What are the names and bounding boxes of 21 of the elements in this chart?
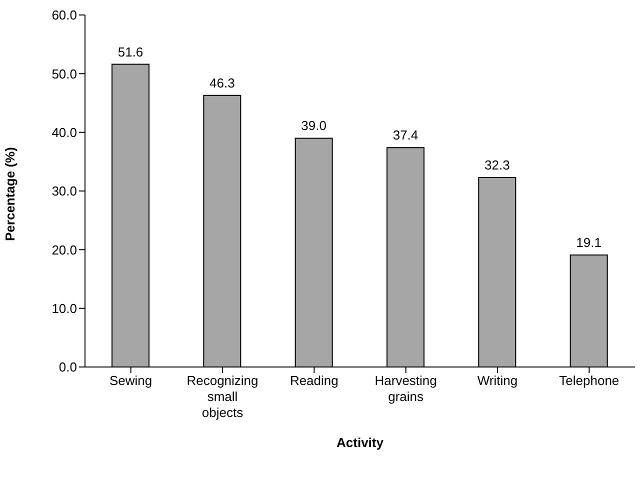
data-label: 37.4 bbox=[392, 128, 418, 143]
x-tick-label: Harvesting grains bbox=[374, 373, 437, 404]
x-tick-label: Recognizing small objects bbox=[186, 373, 258, 420]
y-tick-label: 60.0 bbox=[52, 8, 77, 23]
y-tick-label: 0.0 bbox=[58, 360, 77, 375]
data-label: 51.6 bbox=[118, 44, 144, 60]
y-tick-label: 20.0 bbox=[52, 242, 77, 258]
data-label: 19.1 bbox=[576, 234, 602, 250]
y-tick-label: 50.0 bbox=[52, 66, 77, 82]
y-tick-label: 30.0 bbox=[52, 184, 77, 199]
data-label: 46.3 bbox=[210, 75, 235, 90]
x-axis-title: Activity bbox=[336, 435, 384, 450]
y-tick-label: 10.0 bbox=[52, 300, 77, 316]
x-tick-label: Writing bbox=[477, 373, 518, 388]
data-label: 39.0 bbox=[301, 118, 326, 134]
x-tick-label: Sewing bbox=[110, 373, 152, 388]
y-axis-title: Percentage (%) bbox=[2, 147, 18, 241]
data-label: 32.3 bbox=[484, 158, 510, 173]
x-tick-label: Reading bbox=[290, 373, 338, 388]
y-tick-label: 40.0 bbox=[52, 124, 77, 140]
x-tick-label: Telephone bbox=[559, 373, 620, 388]
